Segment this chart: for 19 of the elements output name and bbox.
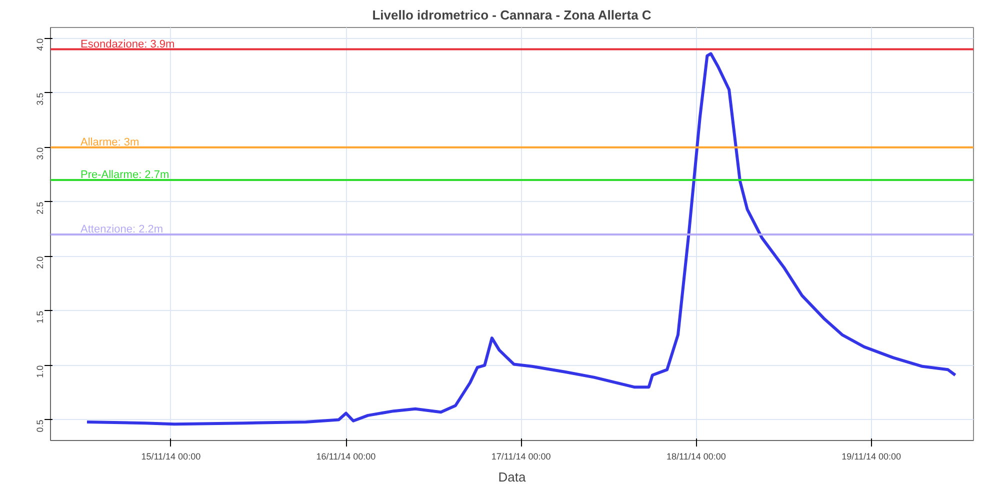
- y-tick-label: 2.0: [35, 256, 45, 269]
- ref-line-label: Allarme: 3m: [80, 136, 140, 148]
- ref-line-label: Pre-Allarme: 2.7m: [80, 169, 170, 182]
- x-tick-label: 18/11/14 00:00: [666, 452, 726, 462]
- y-tick-label: 1.5: [35, 310, 45, 324]
- y-tick-label: 3.0: [35, 147, 45, 160]
- ref-line-label: Esondazione: 3.9m: [80, 38, 175, 50]
- x-axis-title: Data: [498, 470, 526, 484]
- y-tick-label: 3.5: [35, 92, 45, 106]
- y-tick-label: 4.0: [35, 38, 45, 51]
- y-tick-label: 1.0: [35, 365, 45, 378]
- x-tick-label: 16/11/14 00:00: [316, 452, 376, 462]
- x-tick-label: 17/11/14 00:00: [491, 452, 551, 462]
- ref-line-label: Attenzione: 2.2m: [80, 224, 164, 236]
- x-tick-label: 15/11/14 00:00: [141, 452, 201, 462]
- y-tick-label: 0.5: [35, 420, 45, 432]
- x-tick-label: 19/11/14 00:00: [842, 452, 902, 462]
- y-tick-label: 2.5: [35, 202, 45, 214]
- chart-title: Livello idrometrico - Cannara - Zona Allerta C: [372, 8, 652, 22]
